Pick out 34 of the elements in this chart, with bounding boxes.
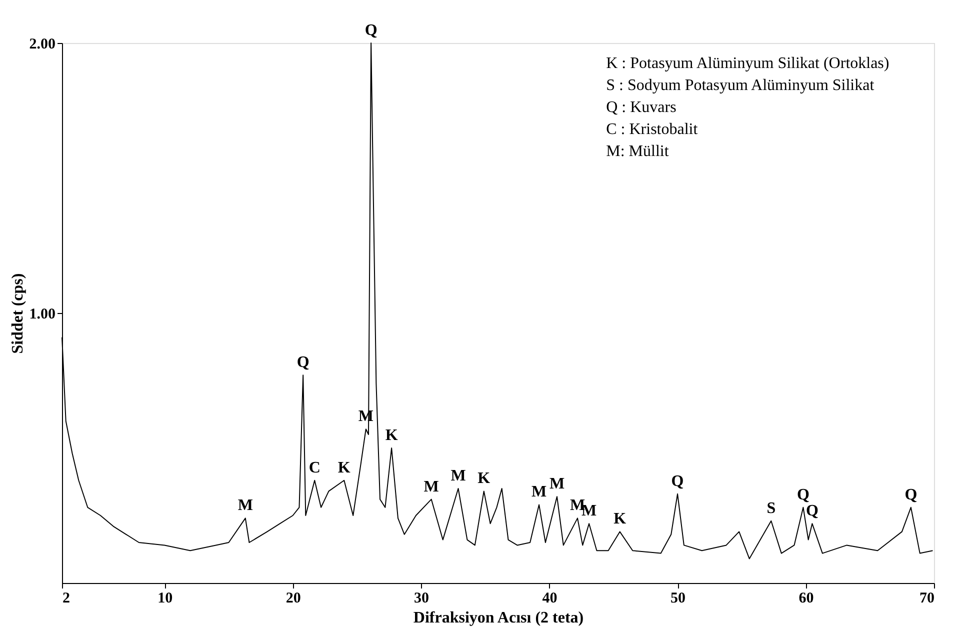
annotation: C [308,459,320,476]
annotation: M [238,497,253,514]
annotation: Q [296,354,310,372]
x-tick-label: 60 [798,590,814,606]
x-tick-label: 50 [670,590,686,606]
annotation: M [450,468,466,484]
annotation: C : Kristobalit [606,121,698,138]
x-tick-label: 30 [414,590,430,606]
annotation: Q : Kuvars [606,99,676,116]
annotation: Q [364,22,378,39]
annotation: K [385,427,398,444]
x-tick-label: 2 [62,590,70,606]
annotation: K [614,510,627,528]
x-tick-label: 70 [920,590,934,606]
x-axis-title: Difraksiyon Acısı (2 teta) [413,610,584,626]
x-tick-label: 20 [286,590,301,606]
annotation: S : Sodyum Potasyum Alüminyum Silikat [606,77,875,94]
x-tick-label: 10 [158,590,173,606]
annotation: Q [671,472,684,490]
annotation: Q [904,486,918,504]
annotation: M [549,476,565,493]
annotation: K [478,470,491,488]
annotation: Q [796,486,810,504]
x-tick-label: 40 [542,590,558,606]
y-tick-label: 2.00 [29,36,56,52]
annotation: K [338,459,351,476]
y-tick-label: 1.00 [29,306,56,322]
annotation: M [531,484,547,501]
annotation: M: Müllit [606,143,670,160]
annotation: M [424,478,439,496]
y-axis-title: Siddet (cps) [9,273,26,354]
annotation: Q [806,502,818,520]
annotation: K : Potasyum Alüminyum Silikat (Ortoklas) [606,55,890,72]
annotation: S [766,500,776,517]
